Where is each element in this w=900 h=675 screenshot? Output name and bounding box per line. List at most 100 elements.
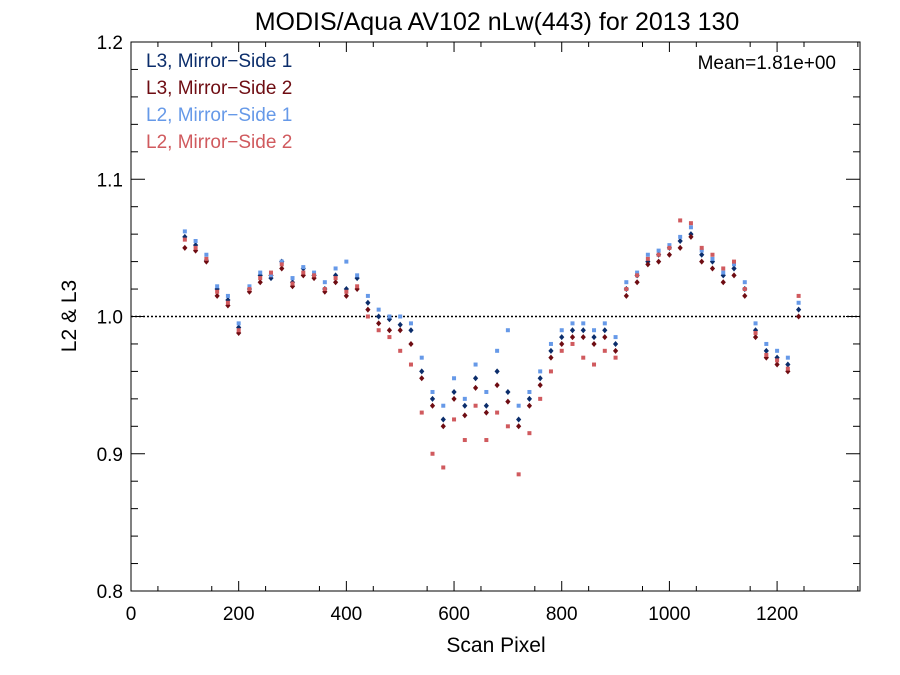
series-4-point bbox=[775, 358, 780, 363]
series-3-point bbox=[322, 280, 327, 285]
series-2-point bbox=[408, 340, 414, 347]
series-2-point bbox=[526, 402, 533, 409]
series-1-point bbox=[548, 347, 554, 354]
series-3-point bbox=[592, 328, 597, 333]
plot-area bbox=[131, 218, 860, 477]
series-2-point bbox=[742, 292, 748, 299]
series-4-point bbox=[538, 396, 543, 401]
series-4-point bbox=[699, 245, 704, 250]
series-2-point bbox=[634, 279, 640, 286]
series-2-point bbox=[559, 340, 565, 347]
series-3-point bbox=[613, 335, 618, 340]
series-2-point bbox=[796, 313, 802, 320]
series-2-point bbox=[537, 382, 543, 389]
x-tick-label: 1000 bbox=[648, 604, 690, 625]
series-2-point bbox=[569, 334, 576, 341]
series-2-point bbox=[666, 251, 673, 258]
series-2-point bbox=[602, 334, 608, 341]
series-3-point bbox=[462, 396, 467, 401]
series-4-point bbox=[225, 300, 230, 305]
x-tick-label: 400 bbox=[331, 604, 363, 625]
series-4-point bbox=[581, 355, 586, 360]
series-2-point bbox=[494, 382, 500, 389]
series-3-point bbox=[398, 314, 403, 319]
series-3-point bbox=[419, 355, 424, 360]
y-tick-label: 1.0 bbox=[97, 308, 123, 329]
series-4-point bbox=[430, 451, 435, 456]
series-4-point bbox=[365, 314, 370, 319]
series-1-point bbox=[408, 327, 414, 334]
mean-annotation: Mean=1.81e+00 bbox=[698, 53, 836, 74]
legend-entry-2: L3, Mirror−Side 2 bbox=[146, 78, 292, 99]
series-1-point bbox=[429, 395, 436, 402]
series-1-point bbox=[699, 251, 705, 258]
series-2-point bbox=[429, 402, 436, 409]
series-3-point bbox=[376, 307, 381, 312]
series-1-point bbox=[494, 368, 500, 375]
series-3-point bbox=[785, 355, 790, 360]
series-3-point bbox=[505, 328, 510, 333]
series-2-point bbox=[591, 340, 597, 347]
series-2-point bbox=[720, 279, 726, 286]
series-4-point bbox=[785, 366, 790, 371]
series-3-point bbox=[699, 248, 704, 253]
series-2-point bbox=[343, 292, 349, 299]
series-1-point bbox=[419, 368, 425, 375]
series-3-point bbox=[215, 284, 220, 289]
series-4-point bbox=[290, 281, 295, 286]
series-1-point bbox=[516, 416, 522, 423]
series-2-point bbox=[483, 409, 489, 416]
series-4-point bbox=[193, 245, 198, 250]
series-4-point bbox=[355, 284, 360, 289]
series-1-point bbox=[365, 299, 371, 306]
series-3-point bbox=[193, 239, 198, 244]
series-4-point bbox=[322, 287, 327, 292]
series-4-point bbox=[688, 221, 693, 226]
series-4-point bbox=[548, 369, 553, 374]
series-3-point bbox=[559, 328, 564, 333]
series-4-point bbox=[462, 438, 467, 443]
series-3-point bbox=[527, 389, 532, 394]
legend: L3, Mirror−Side 1 L3, Mirror−Side 2 L2, Mi… bbox=[146, 51, 292, 153]
series-2-point bbox=[709, 265, 716, 272]
series-2-point bbox=[365, 306, 371, 313]
series-4-point bbox=[592, 362, 597, 367]
series-4-point bbox=[258, 276, 263, 281]
series-2-point bbox=[580, 334, 586, 341]
x-tick-label: 200 bbox=[223, 604, 255, 625]
axes: 0 200 400 600 800 1000 1200 0.8 0.9 1.0 1.1 1.2 bbox=[97, 33, 860, 625]
series-3-point bbox=[516, 403, 521, 408]
x-axis-label: Scan Pixel bbox=[446, 634, 545, 657]
series-3-point bbox=[764, 341, 769, 346]
series-1-point bbox=[462, 402, 468, 409]
series-4-point bbox=[732, 259, 737, 264]
series-1-point bbox=[483, 402, 489, 409]
series-3-point bbox=[408, 321, 413, 326]
series-4-point bbox=[602, 348, 607, 353]
series-4-point bbox=[527, 431, 532, 436]
series-4-point bbox=[635, 273, 640, 278]
series-4-point bbox=[452, 417, 457, 422]
series-4-point bbox=[678, 218, 683, 223]
series-1-point bbox=[451, 388, 457, 395]
series-3-point bbox=[721, 270, 726, 275]
series-3-point bbox=[645, 252, 650, 257]
series-3-point bbox=[225, 293, 230, 298]
series-2-point bbox=[300, 272, 306, 279]
series-2-point bbox=[257, 279, 263, 286]
series-2-point bbox=[645, 261, 651, 268]
series-1-point bbox=[796, 306, 802, 313]
y-tick-label: 1.2 bbox=[97, 33, 123, 54]
legend-entry-3: L2, Mirror−Side 1 bbox=[146, 105, 292, 126]
series-1-point bbox=[559, 334, 565, 341]
series-4-point bbox=[505, 424, 510, 429]
series-4-point bbox=[236, 328, 241, 333]
series-1-point bbox=[257, 272, 263, 279]
series-2-point bbox=[397, 327, 403, 334]
series-2-point bbox=[451, 395, 457, 402]
series-1-point bbox=[472, 375, 479, 382]
series-4-point bbox=[645, 256, 650, 261]
series-3-point bbox=[678, 234, 683, 239]
series-4-point bbox=[484, 438, 489, 443]
